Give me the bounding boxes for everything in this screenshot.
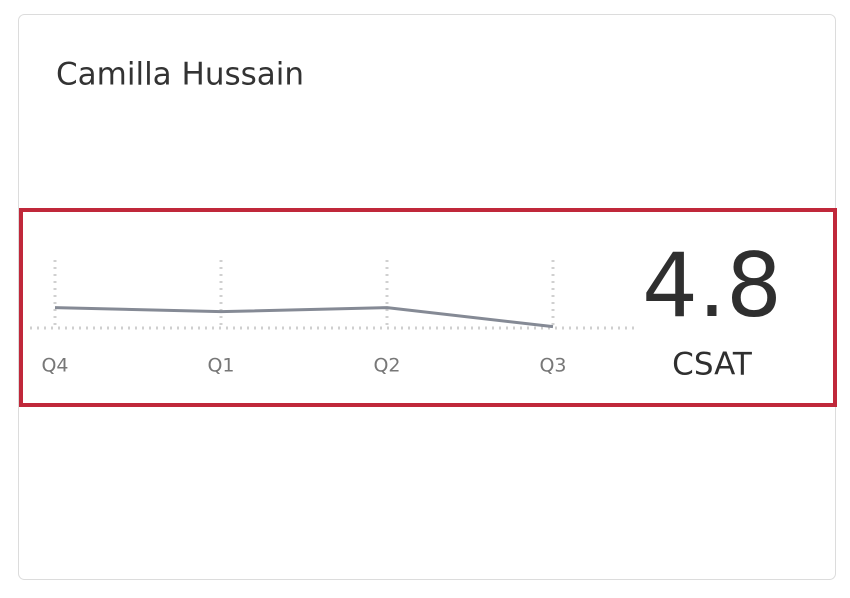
x-tick-label: Q1 [207, 355, 234, 377]
x-tick-label: Q3 [539, 355, 566, 377]
metric-value: 4.8 [642, 234, 782, 337]
x-tick-label: Q2 [373, 355, 400, 377]
sparkline [54, 306, 554, 329]
metric-label: CSAT [672, 347, 753, 383]
x-tick-label: Q4 [41, 355, 68, 377]
card-title: Camilla Hussain [56, 57, 304, 93]
highlight-box [19, 208, 837, 407]
